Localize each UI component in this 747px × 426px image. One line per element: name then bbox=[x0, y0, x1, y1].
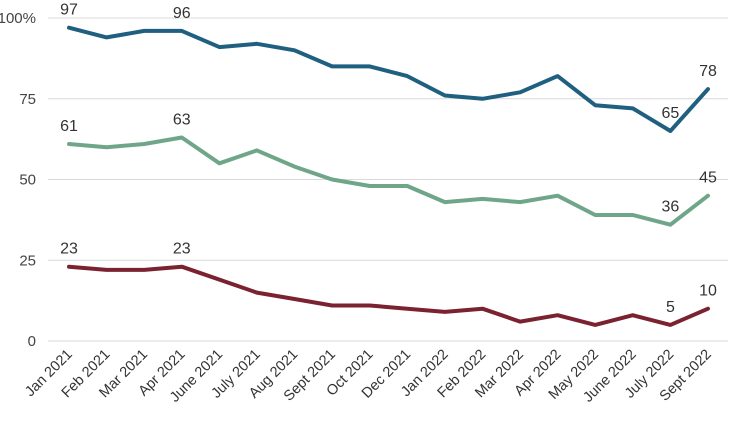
y-tick-label: 100% bbox=[0, 10, 36, 27]
series-line bbox=[67, 25, 710, 133]
data-label: 23 bbox=[60, 241, 78, 258]
data-labels: 97 96 65 78 61 63 36 45 23 23 5 10 bbox=[60, 2, 717, 316]
gridlines bbox=[48, 17, 728, 342]
series-line bbox=[67, 135, 710, 227]
data-label: 63 bbox=[173, 112, 191, 129]
y-tick-label: 0 bbox=[28, 333, 36, 350]
data-label: 5 bbox=[666, 299, 675, 316]
data-label: 36 bbox=[662, 199, 680, 216]
data-label: 23 bbox=[173, 241, 191, 258]
data-label: 10 bbox=[699, 283, 717, 300]
data-label: 65 bbox=[662, 105, 680, 122]
y-axis-ticks: 100% 75 50 25 0 bbox=[0, 10, 36, 350]
y-tick-label: 50 bbox=[19, 172, 36, 189]
series-line bbox=[67, 264, 710, 327]
data-label: 78 bbox=[699, 63, 717, 80]
series-lines bbox=[67, 25, 710, 327]
data-label: 97 bbox=[60, 2, 78, 19]
y-tick-label: 75 bbox=[19, 91, 36, 108]
y-tick-label: 25 bbox=[19, 252, 36, 269]
data-label: 45 bbox=[699, 170, 717, 187]
data-label: 96 bbox=[173, 5, 191, 22]
data-label: 61 bbox=[60, 118, 78, 135]
